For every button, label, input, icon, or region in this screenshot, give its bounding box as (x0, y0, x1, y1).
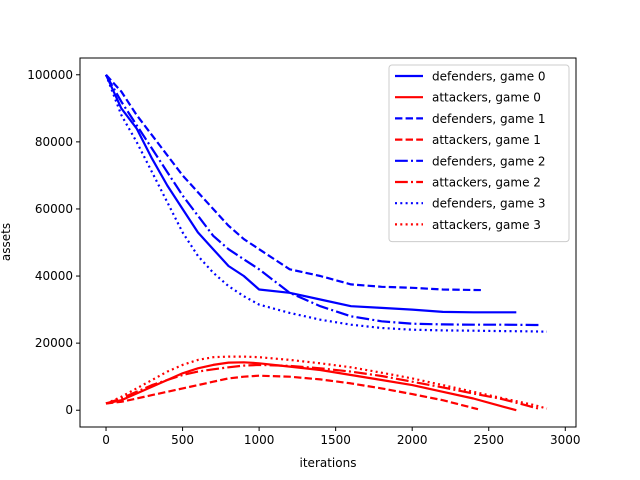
legend: defenders, game 0 attackers, game 0 defend… (388, 64, 570, 243)
series-line-5 (105, 363, 542, 411)
y-tick-label-5: 100000 (27, 68, 73, 82)
legend-label-4: defenders, game 2 (432, 154, 546, 168)
x-tick-label-0: 0 (102, 433, 110, 447)
y-tick-label-2: 40000 (35, 269, 73, 283)
x-tick-label-2: 1000 (244, 433, 275, 447)
series-line-4 (105, 74, 541, 327)
x-tick-label-6: 3000 (550, 433, 581, 447)
series-line-0 (104, 74, 517, 314)
legend-label-3: attackers, game 1 (432, 133, 541, 147)
axes (79, 57, 577, 428)
x-tick-label-3: 1500 (320, 433, 351, 447)
x-axis-label: iterations (300, 456, 357, 470)
legend-label-0: defenders, game 0 (432, 70, 546, 84)
legend-label-5: attackers, game 2 (432, 176, 541, 190)
ticks: 0 500 1000 1500 2000 2500 3000 0 20000 40000 60000… (27, 68, 580, 447)
series-line-2 (105, 74, 483, 292)
plot-frame (79, 57, 577, 428)
x-tick-label-1: 500 (171, 433, 194, 447)
y-tick-label-0: 0 (65, 403, 73, 417)
legend-label-6: defenders, game 3 (432, 197, 546, 211)
y-tick-label-4: 80000 (35, 135, 73, 149)
series-line-1 (105, 361, 517, 412)
y-tick-label-1: 20000 (35, 336, 73, 350)
y-tick-label-3: 60000 (35, 202, 73, 216)
legend-label-2: defenders, game 1 (432, 112, 546, 126)
x-tick-label-4: 2000 (397, 433, 428, 447)
legend-label-7: attackers, game 3 (432, 218, 541, 232)
plot-lines (104, 74, 548, 412)
series-line-3 (105, 374, 479, 411)
series-line-6 (104, 74, 547, 333)
x-tick-label-5: 2500 (473, 433, 504, 447)
y-axis-label: assets (0, 223, 13, 261)
legend-label-1: attackers, game 0 (432, 91, 541, 105)
legend-box (388, 64, 570, 243)
